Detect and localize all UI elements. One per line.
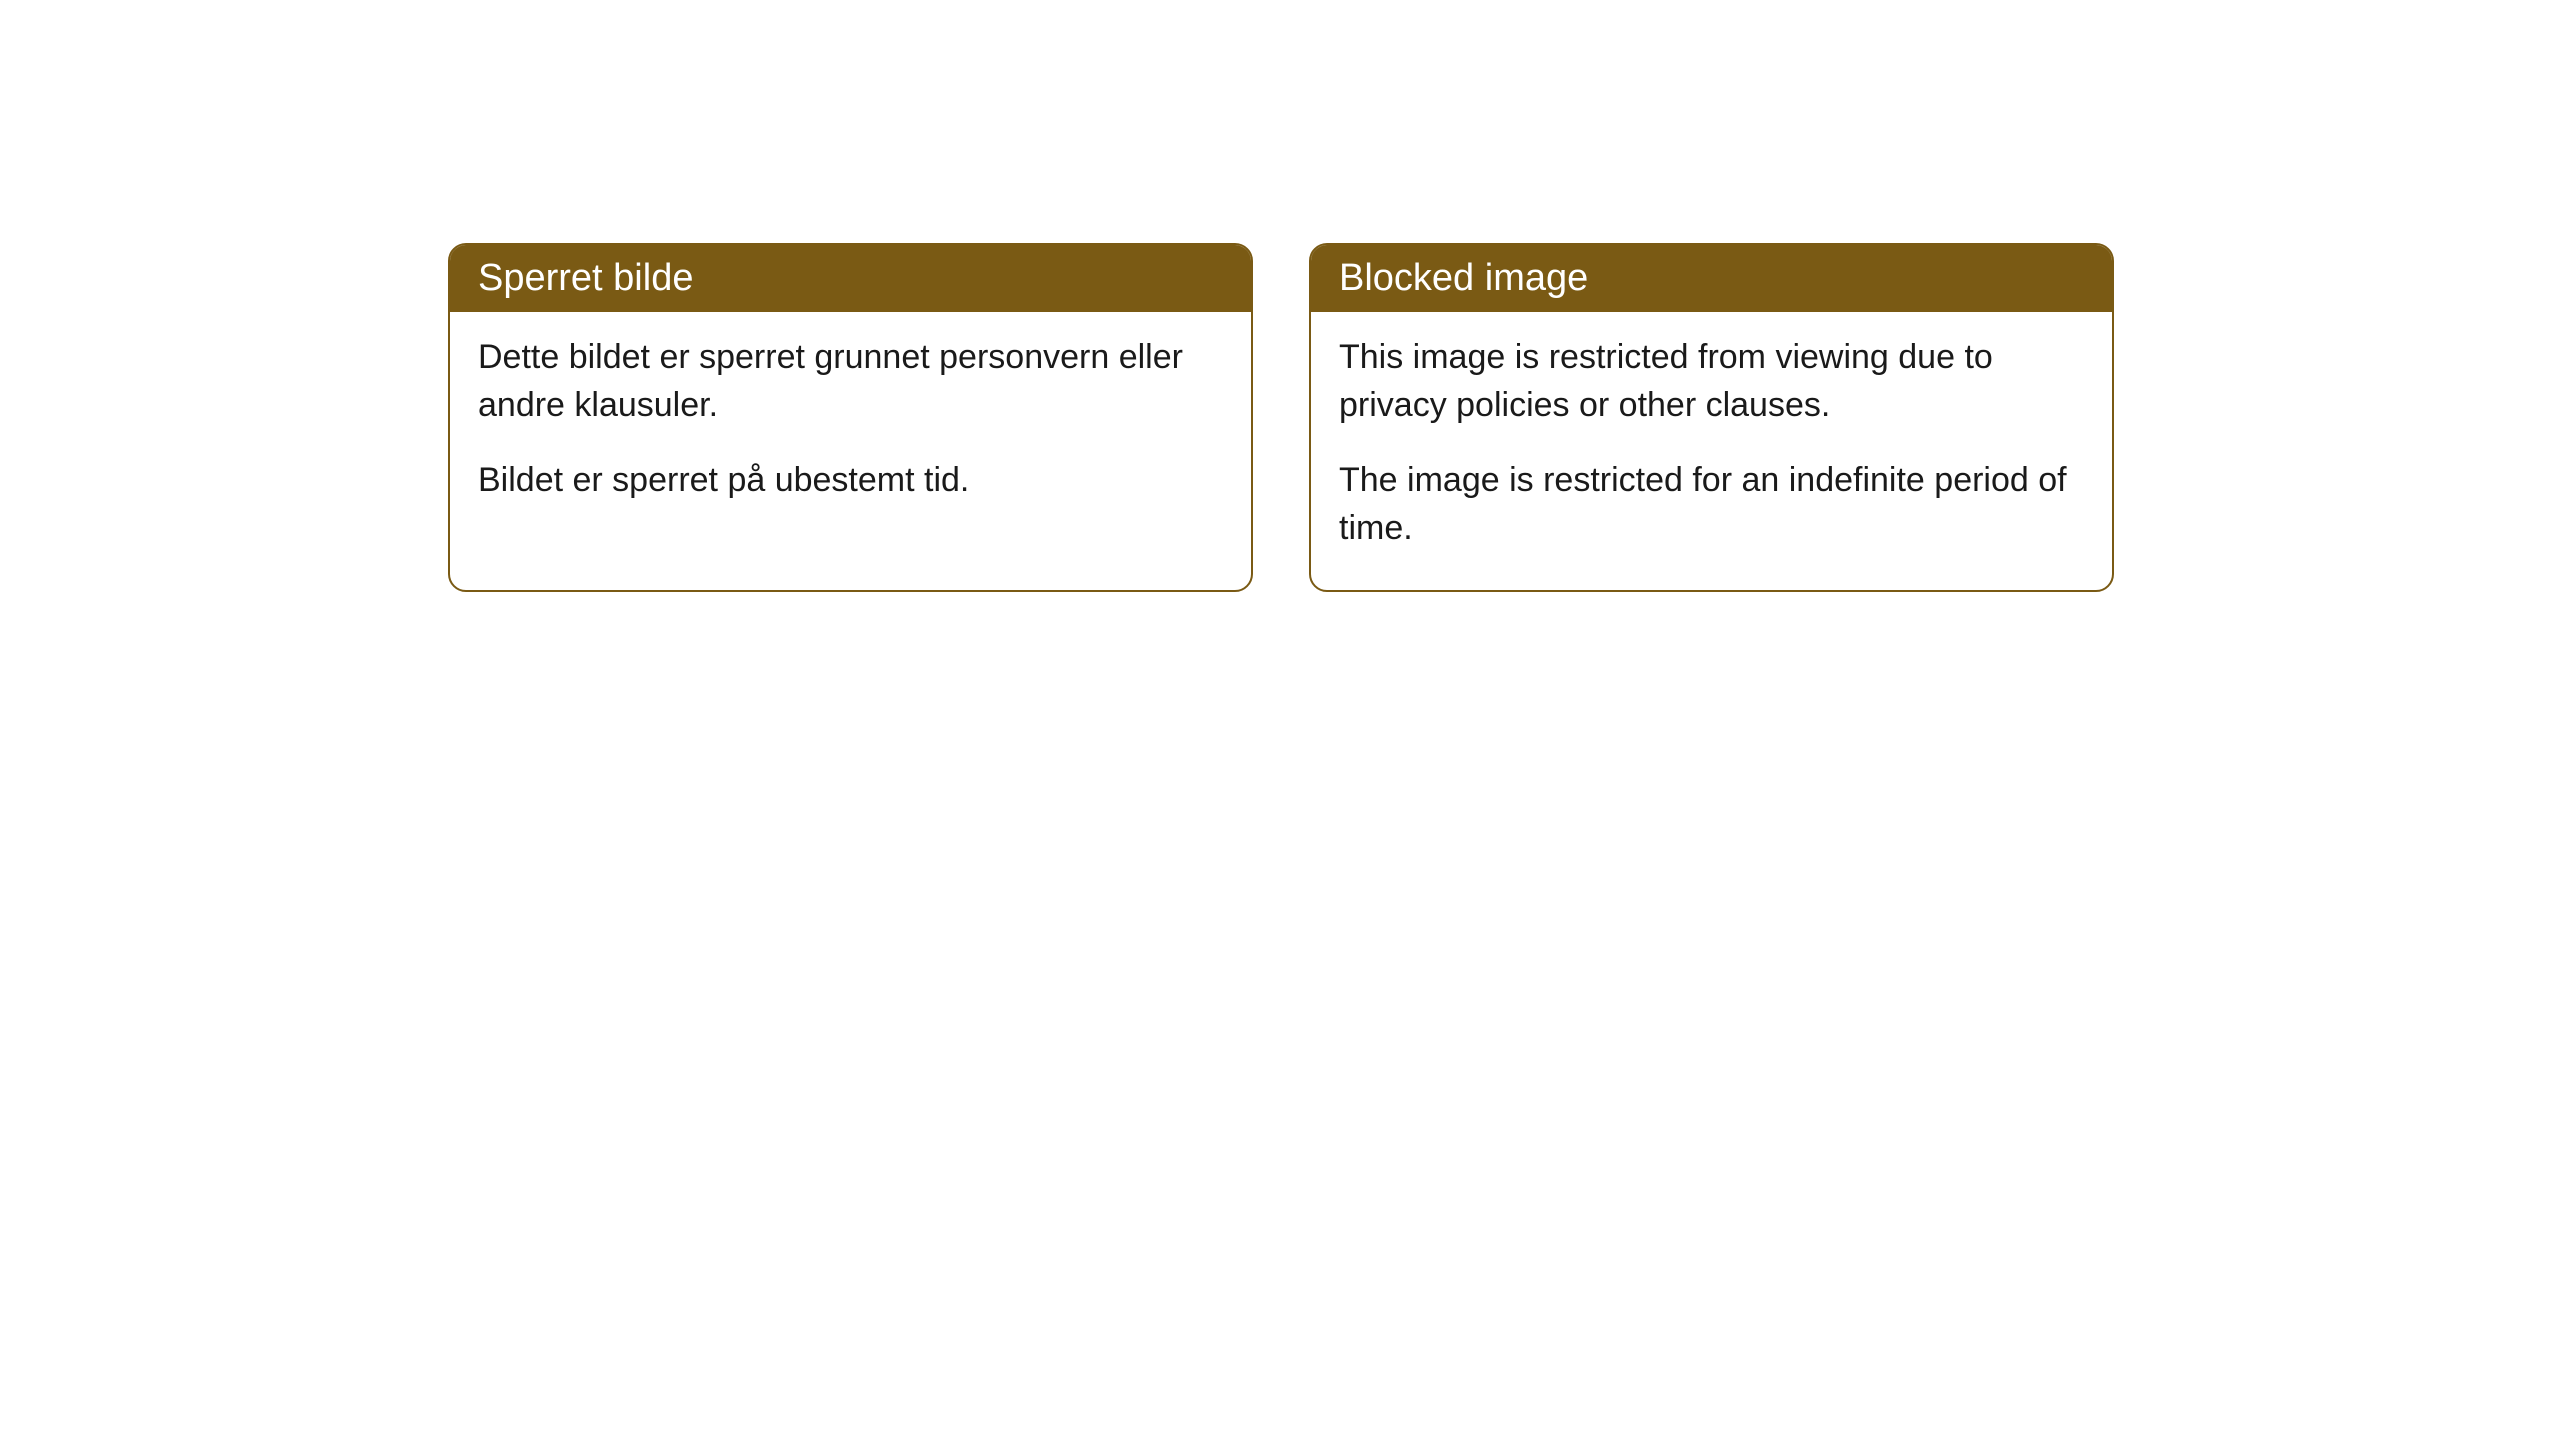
- notice-text: Dette bildet er sperret grunnet personve…: [478, 334, 1223, 429]
- notice-text: This image is restricted from viewing du…: [1339, 334, 2084, 429]
- notice-card-norwegian: Sperret bilde Dette bildet er sperret gr…: [448, 243, 1253, 592]
- notice-body: This image is restricted from viewing du…: [1311, 312, 2112, 590]
- notice-text: The image is restricted for an indefinit…: [1339, 457, 2084, 552]
- notice-header: Blocked image: [1311, 245, 2112, 312]
- notice-text: Bildet er sperret på ubestemt tid.: [478, 457, 1223, 505]
- notice-container: Sperret bilde Dette bildet er sperret gr…: [448, 243, 2114, 592]
- notice-card-english: Blocked image This image is restricted f…: [1309, 243, 2114, 592]
- notice-body: Dette bildet er sperret grunnet personve…: [450, 312, 1251, 543]
- notice-header: Sperret bilde: [450, 245, 1251, 312]
